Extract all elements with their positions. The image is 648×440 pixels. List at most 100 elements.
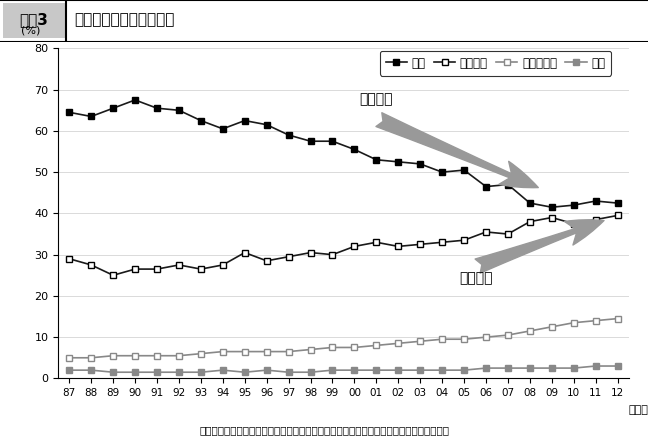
親族 — [438, 169, 446, 175]
買収 — [460, 367, 468, 373]
親族 — [592, 198, 599, 204]
Text: 形態別の事業承継の推移: 形態別の事業承継の推移 — [75, 13, 175, 28]
内部昇格 — [570, 221, 577, 226]
買収 — [416, 367, 424, 373]
親族 — [197, 118, 205, 123]
内部昇格 — [351, 244, 358, 249]
内部昇格 — [87, 262, 95, 268]
内部昇格 — [438, 240, 446, 245]
買収 — [592, 363, 599, 369]
外部招へい — [526, 328, 534, 334]
外部招へい — [395, 341, 402, 346]
親族 — [526, 201, 534, 206]
買収 — [504, 366, 512, 371]
外部招へい — [438, 337, 446, 342]
内部昇格 — [526, 219, 534, 224]
内部昇格 — [373, 240, 380, 245]
外部招へい — [131, 353, 139, 358]
Line: 買収: 買収 — [66, 363, 621, 375]
外部招へい — [65, 355, 73, 360]
外部招へい — [351, 345, 358, 350]
親族 — [131, 97, 139, 103]
Line: 親族: 親族 — [66, 97, 621, 210]
親族 — [263, 122, 271, 127]
親族 — [175, 108, 183, 113]
外部招へい — [175, 353, 183, 358]
外部招へい — [460, 337, 468, 342]
内部昇格 — [395, 244, 402, 249]
外部招へい — [284, 349, 292, 354]
内部昇格 — [110, 273, 117, 278]
親族 — [329, 139, 336, 144]
内部昇格 — [329, 252, 336, 257]
内部昇格 — [548, 215, 556, 220]
買収 — [110, 370, 117, 375]
外部招へい — [241, 349, 249, 354]
外部招へい — [110, 353, 117, 358]
Text: （年）: （年） — [629, 405, 648, 415]
内部昇格 — [131, 267, 139, 272]
親族 — [65, 110, 73, 115]
外部招へい — [87, 355, 95, 360]
親族 — [548, 205, 556, 210]
FancyBboxPatch shape — [3, 4, 65, 38]
内部昇格 — [65, 256, 73, 261]
内部昇格 — [284, 254, 292, 259]
内部昇格 — [175, 262, 183, 268]
買収 — [219, 367, 227, 373]
親族 — [570, 202, 577, 208]
買収 — [548, 366, 556, 371]
買収 — [131, 370, 139, 375]
買収 — [263, 367, 271, 373]
買収 — [526, 366, 534, 371]
親族 — [460, 168, 468, 173]
買収 — [395, 367, 402, 373]
内部昇格 — [197, 267, 205, 272]
Text: (%): (%) — [21, 25, 41, 35]
親族 — [110, 106, 117, 111]
親族 — [351, 147, 358, 152]
外部招へい — [373, 343, 380, 348]
親族 — [614, 201, 621, 206]
外部招へい — [197, 351, 205, 356]
Line: 内部昇格: 内部昇格 — [66, 213, 621, 279]
買収 — [241, 370, 249, 375]
親族 — [504, 182, 512, 187]
親族 — [416, 161, 424, 166]
外部招へい — [614, 316, 621, 321]
買収 — [438, 367, 446, 373]
親族 — [307, 139, 314, 144]
親族 — [241, 118, 249, 123]
Text: 上昇傾向: 上昇傾向 — [459, 271, 493, 285]
買収 — [614, 363, 621, 369]
親族 — [395, 159, 402, 165]
外部招へい — [482, 334, 490, 340]
買収 — [307, 370, 314, 375]
親族 — [284, 132, 292, 138]
買収 — [482, 366, 490, 371]
内部昇格 — [482, 229, 490, 235]
買収 — [87, 367, 95, 373]
買収 — [570, 366, 577, 371]
買収 — [373, 367, 380, 373]
外部招へい — [219, 349, 227, 354]
内部昇格 — [153, 267, 161, 272]
買収 — [175, 370, 183, 375]
外部招へい — [153, 353, 161, 358]
外部招へい — [416, 339, 424, 344]
外部招へい — [592, 318, 599, 323]
Text: 図表3: 図表3 — [19, 13, 48, 28]
Text: 下降傾向: 下降傾向 — [359, 92, 392, 106]
親族 — [153, 106, 161, 111]
買収 — [284, 370, 292, 375]
買収 — [329, 367, 336, 373]
内部昇格 — [241, 250, 249, 255]
内部昇格 — [416, 242, 424, 247]
Legend: 親族, 内部昇格, 外部招へい, 買収: 親族, 内部昇格, 外部招へい, 買収 — [380, 51, 611, 76]
Text: 出所：゜帝国データバンク「信用調査報告書データベース」、「企業概要データベース」: 出所：゜帝国データバンク「信用調査報告書データベース」、「企業概要データベース」 — [199, 425, 449, 436]
親族 — [219, 126, 227, 132]
親族 — [87, 114, 95, 119]
買収 — [65, 367, 73, 373]
外部招へい — [504, 333, 512, 338]
内部昇格 — [614, 213, 621, 218]
